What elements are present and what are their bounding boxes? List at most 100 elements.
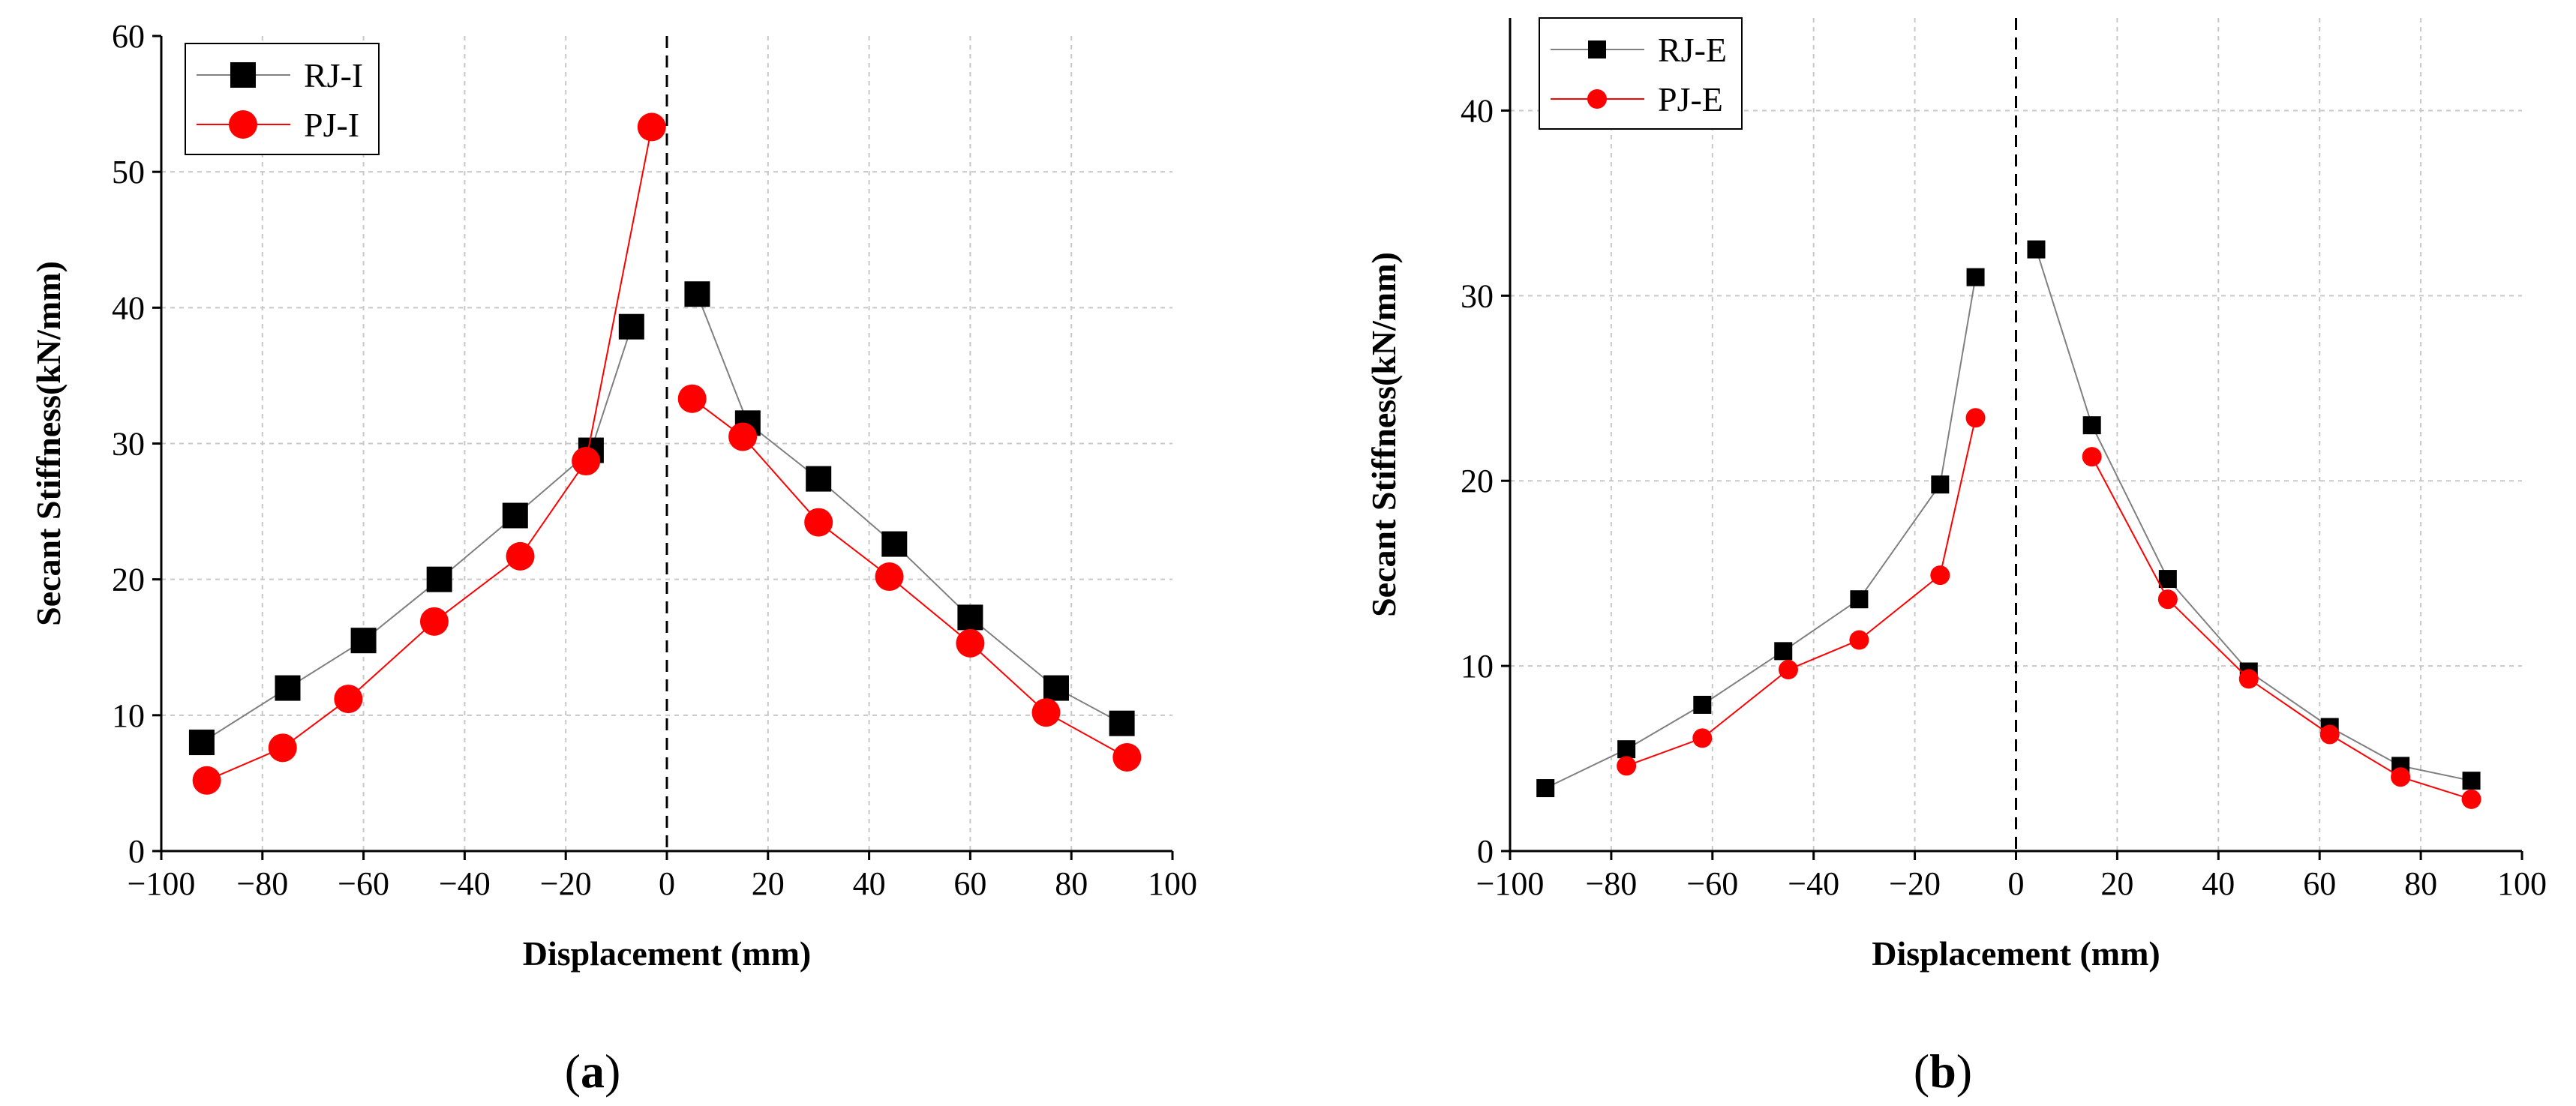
- data-point: [1774, 642, 1793, 661]
- caption-paren-open: (: [1914, 1045, 1929, 1098]
- data-point: [1693, 695, 1712, 714]
- data-point: [1043, 675, 1069, 701]
- panel-caption: (b): [1914, 1045, 1972, 1098]
- data-point: [875, 562, 904, 592]
- y-tick-label: 20: [1461, 463, 1494, 499]
- legend-box: [185, 43, 380, 155]
- series-PJ-I: [192, 112, 1142, 795]
- y-tick-label: 30: [1461, 277, 1494, 314]
- x-axis-label: Displacement (mm): [523, 934, 812, 973]
- caption-letter: a: [581, 1045, 605, 1098]
- series-line-positive: [692, 397, 1127, 758]
- legend-box: [1539, 17, 1743, 130]
- x-tick-label: 60: [953, 865, 986, 902]
- y-tick-label: 40: [112, 289, 145, 326]
- y-tick-label: 40: [1461, 92, 1494, 129]
- y-tick-label: 10: [1461, 648, 1494, 685]
- series-RJ-E: [1536, 240, 2481, 798]
- panel-caption: (a): [565, 1045, 621, 1098]
- data-point: [334, 685, 363, 714]
- data-point: [957, 604, 983, 631]
- data-point: [956, 628, 985, 658]
- data-point: [677, 384, 707, 413]
- x-tick-label: 0: [659, 865, 675, 902]
- x-tick-label: −80: [236, 865, 288, 902]
- y-tick-label: 10: [112, 697, 145, 734]
- x-tick-label: 20: [2100, 865, 2133, 902]
- series-line-negative: [201, 326, 632, 743]
- y-tick-label: 0: [128, 833, 145, 870]
- data-point: [419, 607, 449, 636]
- caption-paren-close: ): [1956, 1045, 1972, 1098]
- series-line-positive: [2091, 456, 2472, 800]
- x-tick-label: −60: [338, 865, 389, 902]
- data-point: [1849, 630, 1869, 650]
- legend: RJ-I PJ-I: [185, 43, 380, 155]
- data-point: [1692, 728, 1713, 748]
- data-point: [572, 447, 601, 476]
- data-point: [1778, 660, 1798, 680]
- data-point: [1966, 268, 1985, 286]
- data-point: [2158, 570, 2177, 589]
- series-line-positive: [696, 293, 1123, 724]
- data-point: [2082, 447, 2102, 467]
- data-point: [1536, 779, 1555, 798]
- legend-label: RJ-I: [304, 56, 363, 94]
- data-point: [2238, 669, 2259, 689]
- chart-panel-b: −100 −80 −60 −40 −20 0 20 40 60 80 100 0 10 20 30 40 Dis…: [1365, 17, 2547, 1098]
- data-point: [2319, 724, 2340, 745]
- data-point: [1112, 742, 1142, 772]
- data-point: [506, 541, 535, 571]
- data-point: [618, 313, 644, 340]
- data-point: [2027, 240, 2046, 259]
- y-axis-label: Secant Stiffness(kN/mm): [29, 261, 68, 626]
- caption-letter: b: [1929, 1045, 1956, 1098]
- x-tick-label: 40: [2202, 865, 2235, 902]
- y-tick-label: 0: [1477, 833, 1494, 870]
- data-point: [1031, 698, 1061, 727]
- legend-label: PJ-E: [1658, 80, 1723, 118]
- chart-panel-a: −100 −80 −60 −40 −20 0 20 40 60 80 100 0 10 20 30 40 50 6…: [29, 18, 1197, 1098]
- x-tick-label: −60: [1686, 865, 1738, 902]
- y-tick-label: 30: [112, 426, 145, 463]
- data-point: [2461, 789, 2481, 809]
- data-point: [728, 422, 758, 451]
- data-point: [2462, 772, 2481, 790]
- data-point: [2391, 767, 2411, 787]
- caption-paren-close: ): [605, 1045, 620, 1098]
- legend-label: RJ-E: [1658, 31, 1727, 69]
- x-tick-label: −40: [1788, 865, 1839, 902]
- data-point: [1850, 590, 1869, 609]
- data-point: [188, 730, 215, 756]
- legend-marker: [1588, 40, 1606, 58]
- data-point: [1931, 475, 1950, 494]
- data-point: [881, 531, 908, 557]
- x-tick-label: −80: [1585, 865, 1637, 902]
- data-point: [1965, 408, 1986, 428]
- caption-paren-open: (: [565, 1045, 581, 1098]
- data-point: [275, 675, 301, 701]
- series-PJ-E: [1617, 408, 2481, 809]
- x-tick-label: 40: [853, 865, 886, 902]
- data-point: [806, 466, 832, 492]
- x-tick-label: 100: [2497, 865, 2547, 902]
- y-tick-label: 50: [112, 154, 145, 190]
- grid: [161, 36, 1172, 851]
- data-point: [1109, 710, 1135, 736]
- x-tick-label: 0: [2008, 865, 2025, 902]
- data-point: [1930, 565, 1950, 586]
- data-point: [426, 566, 452, 592]
- data-point: [2082, 416, 2101, 435]
- series-line-positive: [2035, 249, 2472, 782]
- x-tick-label: −20: [1889, 865, 1941, 902]
- data-point: [268, 733, 297, 763]
- y-tick-label: 60: [112, 18, 145, 55]
- x-tick-label: 100: [1148, 865, 1197, 902]
- x-tick-label: 80: [2404, 865, 2437, 902]
- data-point: [350, 628, 377, 654]
- data-point: [804, 508, 833, 537]
- x-axis-label: Displacement (mm): [1872, 934, 2160, 973]
- legend-label: PJ-I: [304, 106, 359, 144]
- series-line-negative: [1626, 418, 1977, 767]
